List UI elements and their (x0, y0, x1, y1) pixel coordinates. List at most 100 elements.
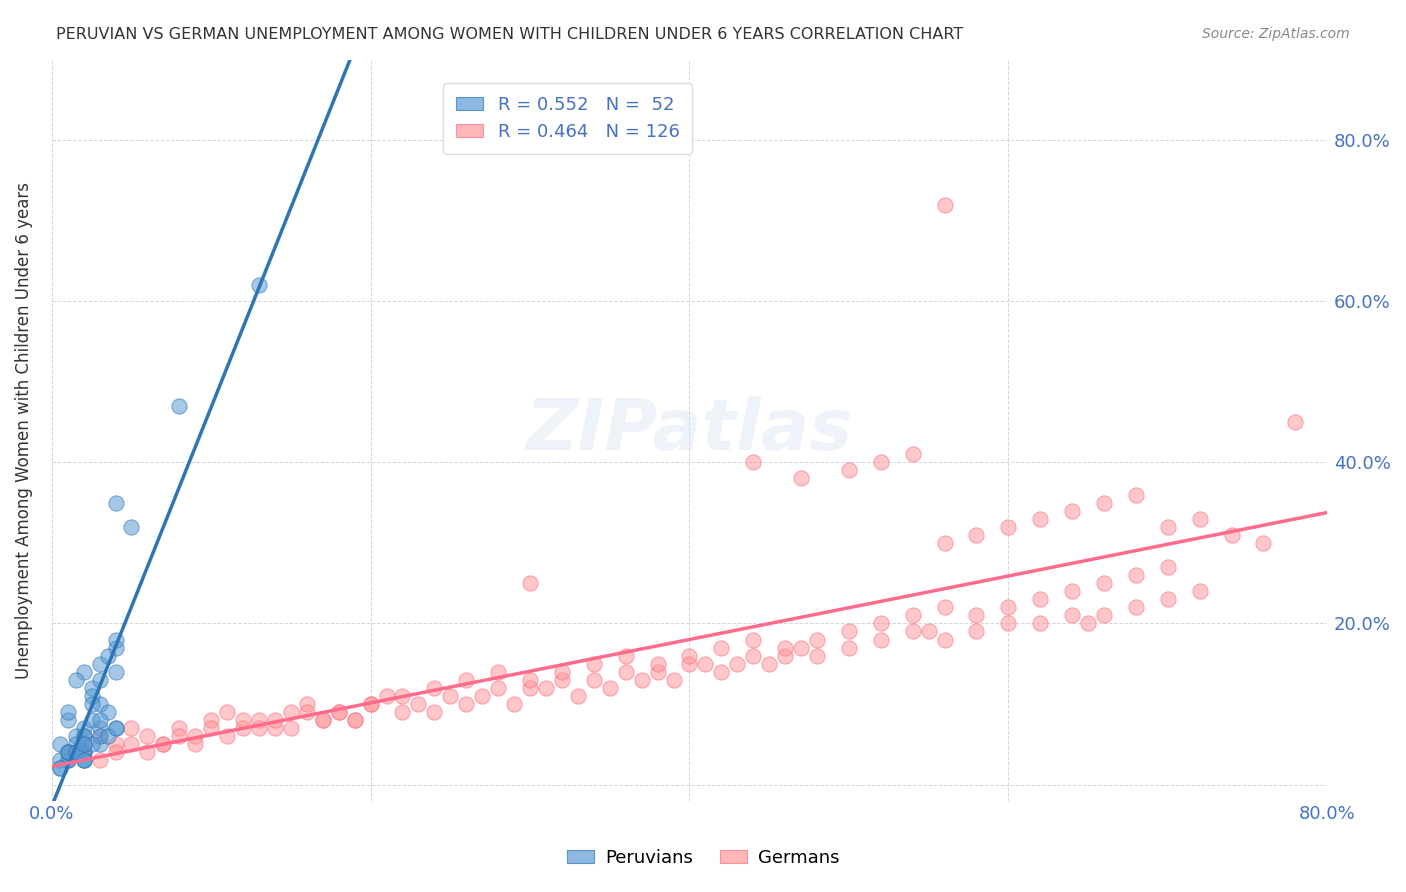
Point (742, 455, 765, 469)
Point (1092, 495, 1115, 509)
Point (232, 713, 254, 727)
Point (997, 520, 1019, 534)
Point (121, 737, 143, 751)
Point (89, 737, 111, 751)
Point (247, 713, 270, 727)
Point (48, 737, 70, 751)
Text: ZIPatlas: ZIPatlas (526, 396, 853, 465)
Point (678, 657, 700, 671)
Point (934, 536, 956, 550)
Point (80, 697, 103, 711)
Point (152, 737, 174, 751)
Point (56, 745, 79, 759)
Legend: R = 0.552   N =  52, R = 0.464   N = 126: R = 0.552 N = 52, R = 0.464 N = 126 (443, 84, 692, 153)
Point (136, 745, 159, 759)
Point (200, 721, 222, 735)
Point (72, 753, 94, 767)
Point (838, 624, 860, 639)
Point (200, 713, 222, 727)
Point (710, 665, 733, 679)
Point (295, 697, 318, 711)
Point (917, 624, 939, 639)
Point (1157, 592, 1180, 607)
Point (328, 705, 350, 719)
Point (104, 640, 127, 655)
Point (89, 729, 111, 743)
Point (375, 689, 398, 703)
Point (1284, 415, 1306, 429)
Point (1062, 503, 1084, 517)
Point (934, 632, 956, 647)
Point (471, 689, 494, 703)
Point (80, 689, 103, 703)
Point (599, 681, 621, 695)
Point (72, 737, 94, 751)
Text: PERUVIAN VS GERMAN UNEMPLOYMENT AMONG WOMEN WITH CHILDREN UNDER 6 YEARS CORRELAT: PERUVIAN VS GERMAN UNEMPLOYMENT AMONG WO… (56, 27, 963, 42)
Point (89, 673, 111, 687)
Point (1188, 584, 1211, 599)
Point (72, 745, 94, 759)
Point (89, 753, 111, 767)
Point (56, 745, 79, 759)
Point (582, 657, 605, 671)
Point (72, 737, 94, 751)
Point (328, 705, 350, 719)
Point (65, 673, 87, 687)
Point (551, 665, 574, 679)
Y-axis label: Unemployment Among Women with Children Under 6 years: Unemployment Among Women with Children U… (15, 182, 32, 679)
Point (869, 455, 891, 469)
Point (742, 648, 765, 663)
Point (519, 576, 541, 591)
Point (56, 745, 79, 759)
Point (965, 624, 987, 639)
Point (104, 737, 127, 751)
Point (65, 729, 87, 743)
Point (1029, 616, 1052, 631)
Point (343, 713, 366, 727)
Point (1092, 608, 1115, 623)
Point (695, 657, 717, 671)
Point (72, 721, 94, 735)
Point (710, 640, 733, 655)
Point (295, 705, 318, 719)
Point (96, 705, 118, 719)
Point (630, 673, 652, 687)
Point (48, 761, 70, 775)
Point (1220, 528, 1243, 542)
Point (901, 608, 924, 623)
Point (838, 463, 860, 477)
Point (264, 721, 287, 735)
Point (96, 729, 118, 743)
Point (1125, 487, 1147, 501)
Text: Source: ZipAtlas.com: Source: ZipAtlas.com (1202, 27, 1350, 41)
Point (217, 729, 239, 743)
Point (104, 721, 127, 735)
Legend: Peruvians, Germans: Peruvians, Germans (560, 842, 846, 874)
Point (65, 745, 87, 759)
Point (773, 640, 796, 655)
Point (56, 705, 79, 719)
Point (280, 705, 302, 719)
Point (901, 624, 924, 639)
Point (72, 745, 94, 759)
Point (312, 713, 335, 727)
Point (80, 737, 103, 751)
Point (901, 447, 924, 461)
Point (65, 737, 87, 751)
Point (391, 705, 413, 719)
Point (184, 729, 207, 743)
Point (678, 648, 700, 663)
Point (65, 745, 87, 759)
Point (152, 737, 174, 751)
Point (56, 745, 79, 759)
Point (869, 616, 891, 631)
Point (647, 665, 669, 679)
Point (56, 753, 79, 767)
Point (758, 657, 780, 671)
Point (65, 745, 87, 759)
Point (997, 616, 1019, 631)
Point (80, 713, 103, 727)
Point (519, 681, 541, 695)
Point (1125, 568, 1147, 582)
Point (343, 713, 366, 727)
